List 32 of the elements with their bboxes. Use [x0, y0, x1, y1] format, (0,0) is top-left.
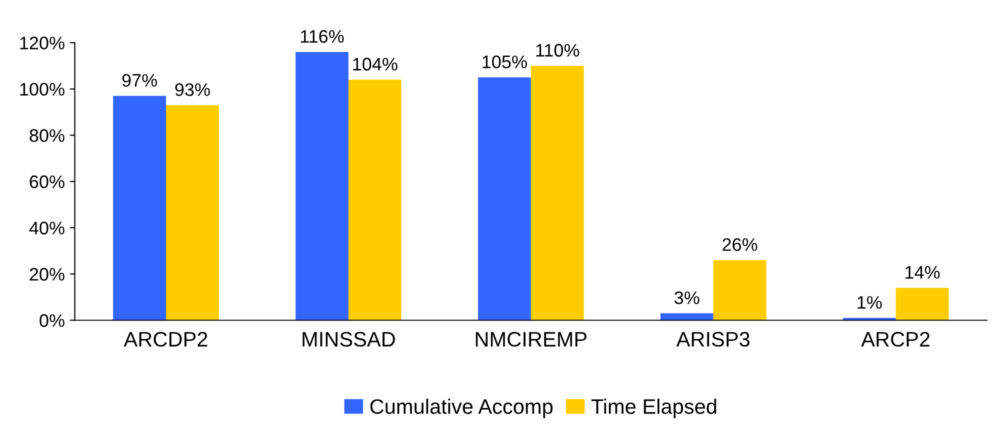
- y-tick-label: 120%: [20, 36, 64, 50]
- bar: [478, 77, 531, 320]
- bar: [166, 105, 219, 320]
- data-label: 93%: [175, 83, 210, 96]
- bar: [296, 52, 348, 320]
- bar: [713, 260, 766, 320]
- y-tick-label: 60%: [30, 175, 64, 188]
- x-tick-label: MINSSAD: [302, 332, 395, 347]
- data-label: 105%: [482, 55, 527, 68]
- x-tick-label: NMCIREMP: [476, 332, 587, 347]
- data-label: 110%: [536, 44, 580, 57]
- y-tick-label: 40%: [29, 222, 64, 234]
- x-tick-label: ARCDP2: [124, 332, 208, 347]
- y-tick-label: 0%: [40, 314, 64, 327]
- y-tick-label: 80%: [30, 129, 64, 142]
- legend-label: Cumulative Accomp: [370, 398, 553, 418]
- data-label: 14%: [906, 266, 940, 279]
- data-label: 1%: [858, 296, 882, 309]
- data-label: 116%: [300, 30, 344, 43]
- bar: [348, 80, 402, 320]
- x-tick-label: ARCP2: [861, 332, 930, 347]
- bar: [113, 96, 166, 320]
- y-tick-label: 100%: [20, 82, 64, 96]
- bar: [896, 288, 949, 320]
- data-label: 97%: [122, 74, 157, 87]
- data-label: 104%: [353, 58, 398, 71]
- bar: [530, 66, 584, 320]
- data-label: 3%: [674, 291, 700, 304]
- x-tick-label: ARISP3: [676, 332, 750, 347]
- data-label: 26%: [722, 238, 758, 251]
- y-tick-label: 20%: [30, 268, 64, 281]
- legend-label: Time Elapsed: [591, 398, 716, 418]
